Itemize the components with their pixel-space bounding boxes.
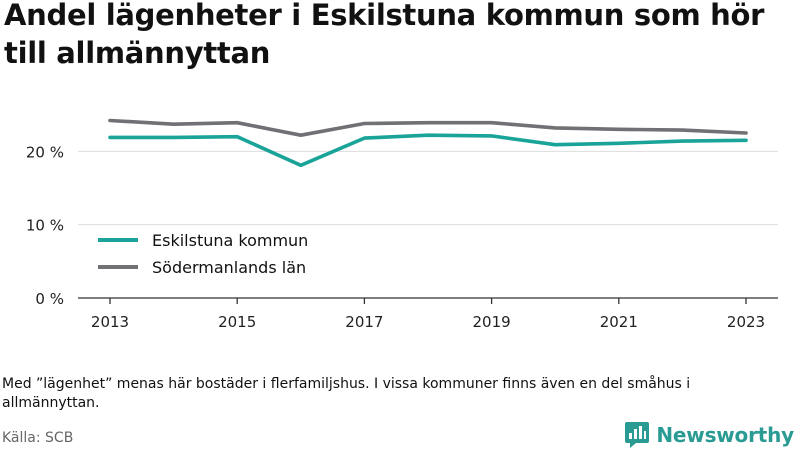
x-tick-label: 2019 (473, 313, 511, 331)
legend-label: Södermanlands län (152, 258, 306, 277)
x-tick-label: 2017 (345, 313, 383, 331)
x-tick-label: 2015 (218, 313, 256, 331)
newsworthy-logo-icon (625, 422, 650, 448)
line-chart: 0 % 10 % 20 % 2013 2015 2017 2019 2021 2023 Esk… (26, 118, 778, 331)
chart-note: Med ”lägenhet” menas här bostäder i fler… (2, 376, 691, 411)
x-tick-label: 2023 (727, 313, 765, 331)
series-line-södermanlands-län (108, 118, 748, 138)
y-tick-label: 10 % (26, 217, 64, 235)
y-tick-label: 20 % (26, 143, 64, 161)
source-label: Källa: SCB (2, 430, 74, 446)
brand-name: Newsworthy (656, 423, 794, 447)
x-tick-label: 2021 (600, 313, 638, 331)
y-tick-label: 0 % (35, 290, 64, 308)
y-axis-ticks: 0 % 10 % 20 % (26, 143, 64, 308)
gridlines (78, 150, 778, 226)
x-tick-label: 2013 (91, 313, 129, 331)
series-line-eskilstuna-kommun (108, 133, 748, 168)
chart-title: Andel lägenheter i Eskilstuna kommun som… (4, 0, 765, 70)
brand-logo[interactable]: Newsworthy (624, 421, 794, 449)
x-axis: 2013 2015 2017 2019 2021 2023 (78, 297, 778, 331)
series-lines (108, 118, 748, 168)
legend-label: Eskilstuna kommun (152, 231, 308, 250)
legend: Eskilstuna kommun Södermanlands län (98, 231, 308, 277)
